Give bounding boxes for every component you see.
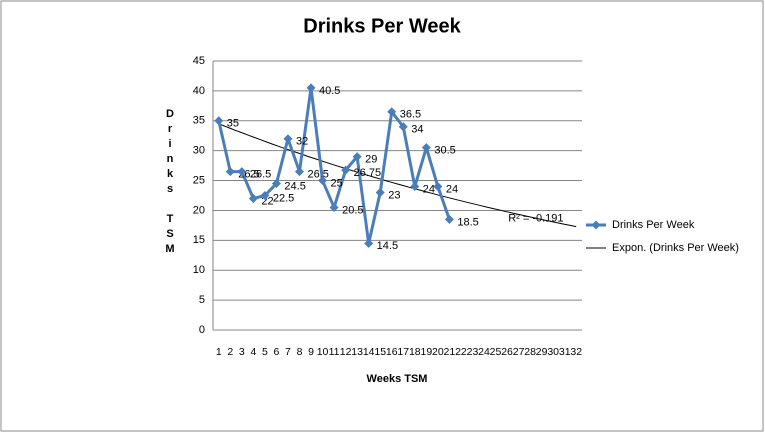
data-label: 36.5 <box>400 109 421 121</box>
x-tick-label: 31 <box>559 346 571 358</box>
data-label: 32 <box>296 136 308 148</box>
x-tick-label: 9 <box>308 346 314 358</box>
y-tick-label: 25 <box>193 174 205 186</box>
x-tick-label: 6 <box>274 346 280 358</box>
data-label: 23 <box>388 189 400 201</box>
data-label: 34 <box>411 124 423 136</box>
x-tick-label: 12 <box>340 346 352 358</box>
data-label: 29 <box>365 154 377 166</box>
legend-marker <box>591 220 601 230</box>
y-tick-label: 45 <box>193 55 205 67</box>
r2-label: R² = -0.191 <box>508 212 563 224</box>
marker <box>306 83 316 93</box>
data-label: 20.5 <box>342 204 363 216</box>
x-tick-label: 18 <box>409 346 421 358</box>
y-tick-label: 0 <box>199 324 205 336</box>
legend-label: Drinks Per Week <box>612 219 695 231</box>
x-tick-label: 26 <box>501 346 513 358</box>
marker <box>387 107 397 117</box>
trendline <box>218 123 577 228</box>
marker <box>248 193 258 203</box>
marker <box>341 165 351 175</box>
marker <box>375 188 385 198</box>
marker <box>214 116 224 126</box>
marker <box>398 122 408 132</box>
y-tick-label: 10 <box>193 264 205 276</box>
marker <box>237 167 247 177</box>
x-tick-label: 3 <box>239 346 245 358</box>
marker <box>421 143 431 153</box>
marker <box>318 176 328 186</box>
legend-label: Expon. (Drinks Per Week) <box>612 242 739 254</box>
x-tick-label: 22 <box>455 346 467 358</box>
x-tick-label: 20 <box>432 346 444 358</box>
y-tick-label: 35 <box>193 115 205 127</box>
data-label: 40.5 <box>319 85 340 97</box>
x-tick-label: 1 <box>216 346 222 358</box>
marker <box>225 167 235 177</box>
marker <box>260 191 270 200</box>
x-tick-label: 21 <box>444 346 456 358</box>
marker <box>294 167 304 177</box>
y-tick-label: 20 <box>193 204 205 216</box>
x-tick-label: 17 <box>397 346 409 358</box>
x-tick-label: 15 <box>374 346 386 358</box>
data-label: 26.5 <box>307 168 328 180</box>
data-label: 25 <box>331 177 343 189</box>
data-label: 26.5 <box>250 168 271 180</box>
x-tick-label: 11 <box>329 346 340 358</box>
x-tick-label: 5 <box>262 346 268 358</box>
data-label: 24 <box>446 183 458 195</box>
y-tick-label: 5 <box>199 294 205 306</box>
x-tick-label: 10 <box>317 346 329 358</box>
marker <box>364 238 374 248</box>
marker <box>444 214 454 224</box>
y-tick-label: 40 <box>193 85 205 97</box>
x-tick-label: 24 <box>478 346 490 358</box>
x-tick-label: 14 <box>363 346 375 358</box>
chart-title: Drinks Per Week <box>303 15 461 37</box>
x-tick-label: 7 <box>285 346 291 358</box>
x-tick-label: 13 <box>351 346 363 358</box>
y-axis-title: Drinks TSM <box>164 108 176 258</box>
x-tick-label: 2 <box>227 346 233 358</box>
data-label: 26.75 <box>354 167 382 179</box>
x-tick-label: 32 <box>570 346 582 358</box>
y-tick-label: 30 <box>193 145 205 157</box>
x-tick-label: 29 <box>536 346 548 358</box>
data-label: 30.5 <box>434 145 455 157</box>
x-tick-label: 27 <box>513 346 525 358</box>
data-label: 18.5 <box>457 216 478 228</box>
data-label: 14.5 <box>377 240 398 252</box>
x-tick-label: 4 <box>250 346 256 358</box>
x-tick-label: 23 <box>467 346 479 358</box>
marker <box>271 179 281 189</box>
marker <box>283 134 293 144</box>
marker <box>410 182 420 192</box>
x-tick-label: 28 <box>524 346 536 358</box>
x-axis-title: Weeks TSM <box>367 373 428 385</box>
x-tick-label: 19 <box>420 346 432 358</box>
marker <box>433 182 443 192</box>
x-tick-label: 25 <box>490 346 502 358</box>
x-tick-label: 30 <box>547 346 559 358</box>
data-label: 24 <box>423 183 435 195</box>
marker <box>329 202 339 212</box>
y-tick-label: 15 <box>193 234 205 246</box>
marker <box>352 152 362 162</box>
data-label: 22.5 <box>273 192 294 204</box>
data-label: 35 <box>227 118 239 130</box>
data-label: 24.5 <box>284 180 305 192</box>
x-tick-label: 16 <box>386 346 398 358</box>
x-tick-label: 8 <box>297 346 303 358</box>
